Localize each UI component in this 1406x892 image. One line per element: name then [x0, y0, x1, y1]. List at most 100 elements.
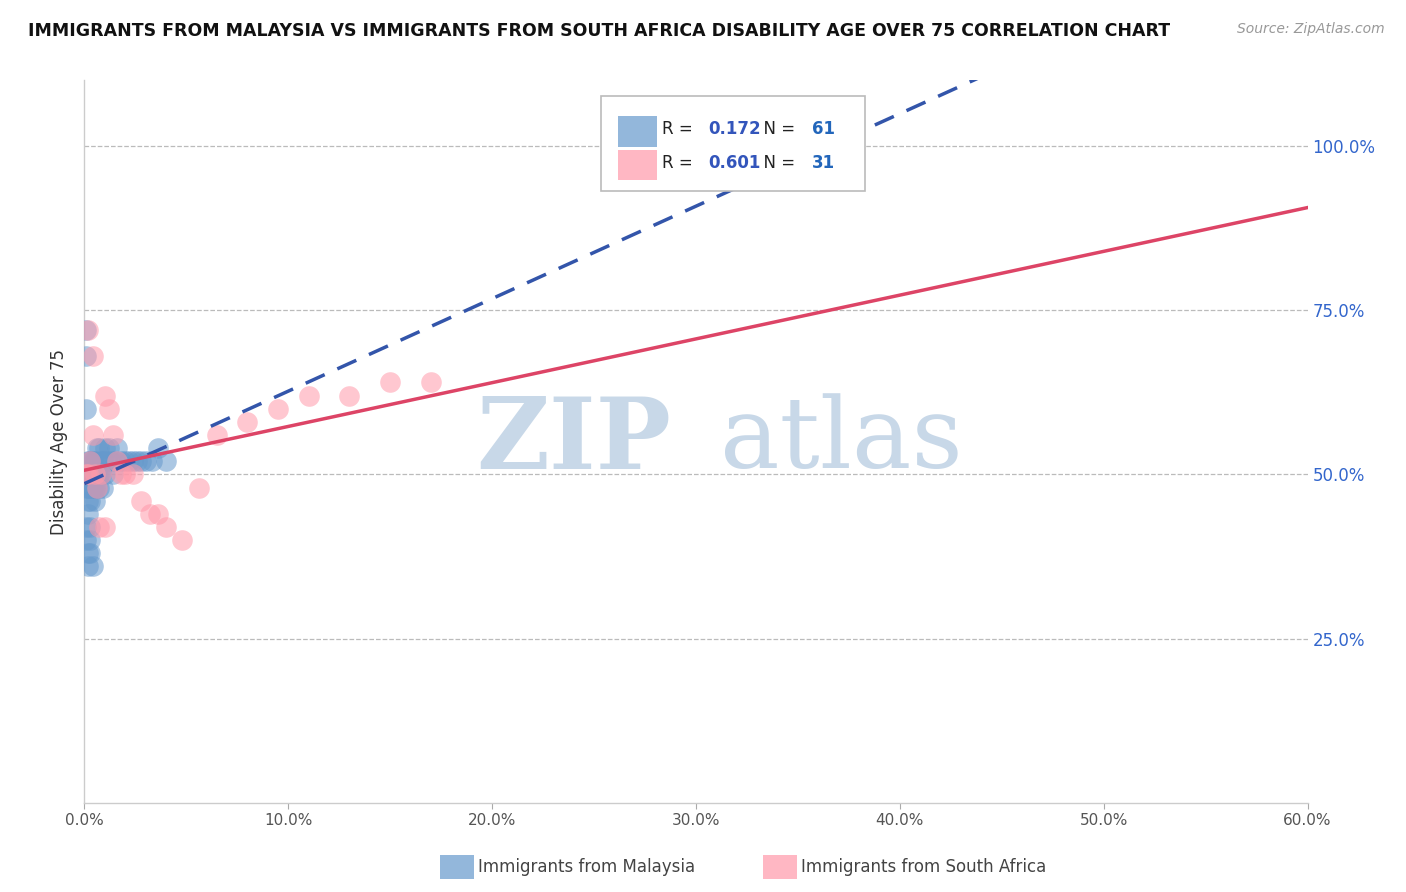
Point	[93, 388, 115, 402]
Text: Immigrants from Malaysia: Immigrants from Malaysia	[478, 858, 695, 876]
Point	[75, 323, 97, 337]
Text: N =: N =	[754, 120, 801, 138]
Point	[77, 493, 100, 508]
Point	[77, 467, 100, 482]
Point	[122, 454, 145, 468]
Point	[135, 454, 157, 468]
Point	[93, 467, 115, 482]
Point	[79, 533, 101, 547]
Point	[146, 441, 169, 455]
Point	[205, 428, 228, 442]
Point	[77, 454, 100, 468]
Point	[79, 467, 101, 482]
Point	[101, 467, 124, 482]
Text: N =: N =	[754, 153, 801, 171]
Point	[75, 533, 97, 547]
Point	[79, 454, 101, 468]
Point	[100, 454, 122, 468]
Point	[127, 454, 149, 468]
Point	[97, 401, 120, 416]
Point	[83, 467, 105, 482]
Point	[83, 467, 105, 482]
Point	[79, 520, 101, 534]
Point	[138, 507, 160, 521]
Text: R =: R =	[662, 153, 697, 171]
Point	[82, 481, 104, 495]
Point	[298, 388, 321, 402]
Point	[96, 454, 118, 468]
Point	[93, 520, 115, 534]
Point	[83, 481, 105, 495]
Point	[82, 559, 104, 574]
Point	[236, 415, 259, 429]
Point	[87, 441, 110, 455]
Point	[86, 481, 108, 495]
Point	[172, 533, 194, 547]
Point	[86, 467, 108, 482]
Point	[91, 481, 114, 495]
Point	[141, 454, 163, 468]
Point	[79, 493, 101, 508]
Point	[82, 454, 104, 468]
Text: IMMIGRANTS FROM MALAYSIA VS IMMIGRANTS FROM SOUTH AFRICA DISABILITY AGE OVER 75 : IMMIGRANTS FROM MALAYSIA VS IMMIGRANTS F…	[28, 22, 1170, 40]
Point	[77, 467, 100, 482]
Point	[110, 454, 132, 468]
Point	[267, 401, 290, 416]
Point	[75, 467, 97, 482]
Point	[155, 454, 177, 468]
Point	[75, 520, 97, 534]
Y-axis label: Disability Age Over 75: Disability Age Over 75	[51, 349, 69, 534]
Point	[77, 467, 100, 482]
Point	[90, 454, 112, 468]
Point	[118, 454, 141, 468]
Text: Source: ZipAtlas.com: Source: ZipAtlas.com	[1237, 22, 1385, 37]
Point	[155, 520, 177, 534]
Point	[86, 441, 108, 455]
Point	[187, 481, 209, 495]
Point	[77, 481, 100, 495]
Point	[114, 467, 136, 482]
Point	[87, 520, 110, 534]
Point	[77, 323, 100, 337]
Point	[87, 467, 110, 482]
Point	[110, 467, 132, 482]
Point	[114, 454, 136, 468]
FancyBboxPatch shape	[617, 117, 657, 147]
Point	[83, 493, 105, 508]
Point	[122, 467, 145, 482]
Point	[146, 507, 169, 521]
Point	[91, 454, 114, 468]
Point	[77, 507, 100, 521]
Point	[82, 428, 104, 442]
Text: ZIP: ZIP	[477, 393, 672, 490]
Text: R =: R =	[662, 120, 697, 138]
Point	[79, 454, 101, 468]
Point	[87, 481, 110, 495]
Point	[75, 481, 97, 495]
FancyBboxPatch shape	[617, 150, 657, 180]
Point	[105, 454, 128, 468]
Point	[83, 454, 105, 468]
Point	[77, 546, 100, 560]
Point	[420, 376, 443, 390]
Text: atlas: atlas	[720, 393, 963, 490]
Point	[82, 349, 104, 363]
Point	[339, 388, 361, 402]
Text: 61: 61	[813, 120, 835, 138]
Point	[79, 481, 101, 495]
Text: Immigrants from South Africa: Immigrants from South Africa	[801, 858, 1046, 876]
FancyBboxPatch shape	[600, 96, 865, 191]
Point	[86, 481, 108, 495]
Point	[101, 428, 124, 442]
Point	[380, 376, 402, 390]
Point	[75, 349, 97, 363]
Point	[90, 467, 112, 482]
Point	[77, 559, 100, 574]
Text: 31: 31	[813, 153, 835, 171]
Point	[75, 401, 97, 416]
Point	[79, 546, 101, 560]
Point	[82, 467, 104, 482]
Point	[75, 467, 97, 482]
Point	[82, 467, 104, 482]
Point	[97, 441, 120, 455]
